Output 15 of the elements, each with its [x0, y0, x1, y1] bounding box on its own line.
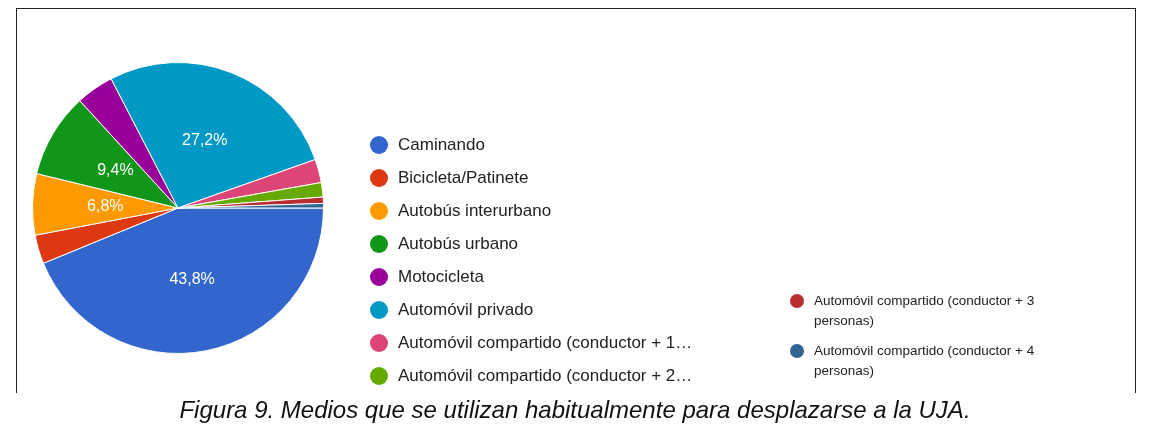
- legend-label: Motocicleta: [398, 266, 484, 287]
- legend-label: Automóvil compartido (conductor + 3 personas): [814, 292, 1036, 330]
- legend-label: Automóvil compartido (conductor + 1…: [398, 332, 693, 353]
- data-label: 43,8%: [169, 269, 215, 287]
- legend-label: Autobús interurbano: [398, 200, 552, 221]
- text: Figura 9. Medios que se utilizan habitualmente para desplazarse a la UJA.: [178, 396, 972, 424]
- legend-label: Autobús urbano: [398, 233, 519, 254]
- data-label: 6,8%: [87, 196, 124, 214]
- legend-label: Automóvil privado: [398, 299, 534, 320]
- legend-label: Automóvil compartido (conductor + 4 personas): [814, 342, 1036, 380]
- data-label: 9,4%: [97, 161, 134, 179]
- legend-label: Caminando: [398, 134, 485, 155]
- data-label: 27,2%: [182, 130, 228, 148]
- legend-label: Bicicleta/Patinete: [398, 167, 529, 188]
- legend-label: Automóvil compartido (conductor + 2…: [398, 365, 693, 386]
